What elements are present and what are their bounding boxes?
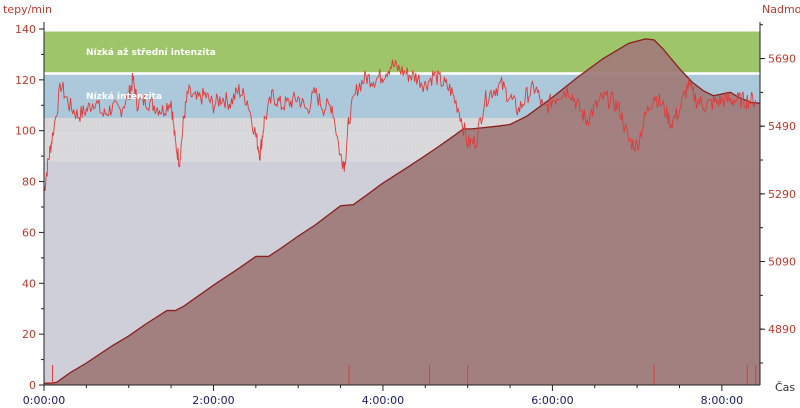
left-tick-label-1: 20 bbox=[22, 328, 36, 341]
left-tick-label-2: 40 bbox=[22, 277, 36, 290]
x-tick-label-4: 8:00:00 bbox=[701, 394, 743, 407]
left-tick-label-4: 80 bbox=[22, 176, 36, 189]
x-tick-label-1: 2:00:00 bbox=[192, 394, 234, 407]
elevation-area bbox=[44, 38, 760, 385]
zone-label-1: Nízká intenzita bbox=[86, 92, 162, 102]
right-tick-label-0: 4890 bbox=[768, 323, 796, 336]
elevation-area-layer bbox=[43, 38, 761, 385]
heart-rate-line bbox=[43, 59, 757, 192]
heart-rate-line-layer bbox=[43, 59, 757, 192]
x-axis-label: Čas bbox=[775, 381, 795, 394]
zone-label-0: Nízká až střední intenzita bbox=[86, 48, 216, 58]
right-tick-label-1: 5090 bbox=[768, 256, 796, 269]
left-tick-label-5: 100 bbox=[15, 125, 36, 138]
zone-labels: Nízká až střední intenzita Nízká intenzit… bbox=[86, 48, 216, 102]
right-tick-label-4: 5690 bbox=[768, 53, 796, 66]
x-tick-label-2: 4:00:00 bbox=[362, 394, 404, 407]
axes: 0 20 40 60 80 100 120 140 4890 5090 5290 5490 5690 0:… bbox=[15, 22, 796, 407]
left-tick-label-3: 60 bbox=[22, 226, 36, 239]
right-tick-label-3: 5490 bbox=[768, 120, 796, 133]
left-tick-label-6: 120 bbox=[15, 74, 36, 87]
left-axis-label: tepy/min bbox=[3, 3, 52, 16]
spike-marks bbox=[51, 365, 757, 385]
right-tick-label-2: 5290 bbox=[768, 188, 796, 201]
x-tick-label-3: 6:00:00 bbox=[531, 394, 573, 407]
elevation-outline bbox=[43, 38, 761, 384]
right-axis-label: Nadmoř bbox=[762, 3, 800, 16]
x-tick-label-0: 0:00:00 bbox=[23, 394, 65, 407]
left-tick-label-0: 0 bbox=[29, 379, 36, 392]
left-tick-label-7: 140 bbox=[15, 23, 36, 36]
